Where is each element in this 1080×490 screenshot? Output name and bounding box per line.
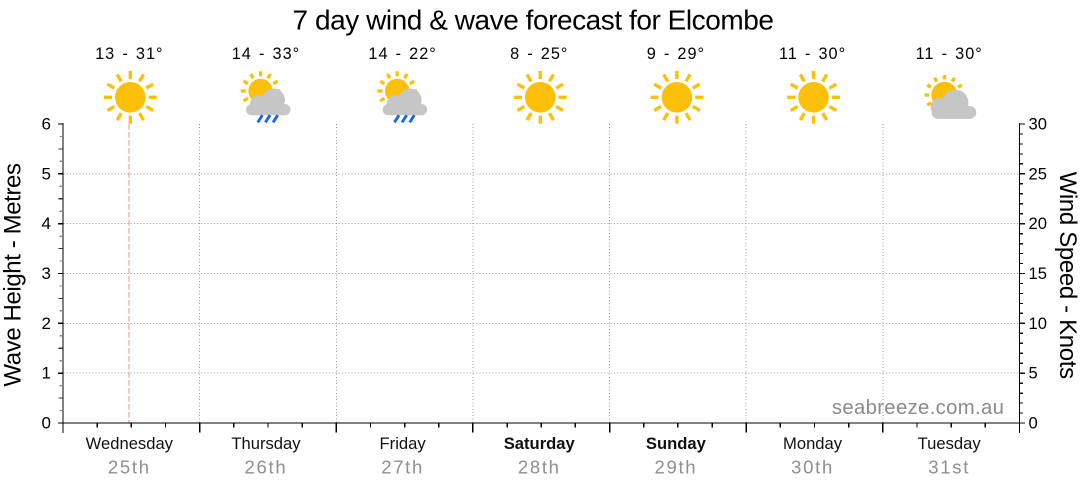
svg-text:20: 20 [1029,214,1047,233]
svg-text:15: 15 [1029,264,1047,283]
svg-text:7 day wind & wave forecast for: 7 day wind & wave forecast for Elcombe [293,5,774,36]
svg-text:Tuesday: Tuesday [918,434,982,453]
svg-text:Wednesday: Wednesday [86,434,174,453]
svg-text:2: 2 [42,314,51,333]
svg-text:4: 4 [42,214,51,233]
svg-text:25: 25 [1029,164,1047,183]
svg-text:Wave Height - Metres: Wave Height - Metres [0,163,27,387]
svg-text:Sunday: Sunday [646,434,707,453]
svg-text:3: 3 [42,264,51,283]
svg-text:11 - 30°: 11 - 30° [779,45,846,63]
svg-text:26th: 26th [245,456,288,477]
svg-text:Wind Speed - Knots: Wind Speed - Knots [1054,172,1080,379]
svg-text:11 - 30°: 11 - 30° [916,45,983,63]
svg-text:5: 5 [1029,364,1038,383]
svg-text:1: 1 [42,364,51,383]
svg-text:9 - 29°: 9 - 29° [647,45,705,63]
svg-text:30th: 30th [791,456,834,477]
svg-text:8 - 25°: 8 - 25° [510,45,568,63]
svg-text:10: 10 [1029,314,1047,333]
svg-text:Thursday: Thursday [231,434,301,453]
svg-text:Friday: Friday [380,434,427,453]
svg-text:29th: 29th [654,456,697,477]
svg-text:0: 0 [42,414,51,433]
svg-text:5: 5 [42,164,51,183]
svg-text:Monday: Monday [783,434,843,453]
svg-text:13 - 31°: 13 - 31° [95,45,163,63]
svg-text:25th: 25th [108,456,151,477]
svg-text:14 - 33°: 14 - 33° [232,45,300,63]
svg-text:0: 0 [1029,414,1038,433]
svg-text:seabreeze.com.au: seabreeze.com.au [832,397,1004,419]
svg-text:30: 30 [1029,115,1047,134]
svg-text:6: 6 [42,115,51,134]
svg-text:28th: 28th [518,456,561,477]
svg-text:14 - 22°: 14 - 22° [368,45,436,63]
svg-text:31st: 31st [928,456,970,477]
svg-text:27th: 27th [381,456,424,477]
svg-text:Saturday: Saturday [504,434,576,453]
